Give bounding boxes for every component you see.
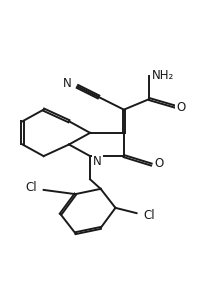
Text: Cl: Cl <box>25 181 37 194</box>
Text: Cl: Cl <box>143 209 155 222</box>
Text: N: N <box>62 77 71 90</box>
Text: NH₂: NH₂ <box>152 69 174 82</box>
Text: N: N <box>93 155 102 168</box>
Text: O: O <box>176 101 186 114</box>
Text: O: O <box>154 157 163 170</box>
